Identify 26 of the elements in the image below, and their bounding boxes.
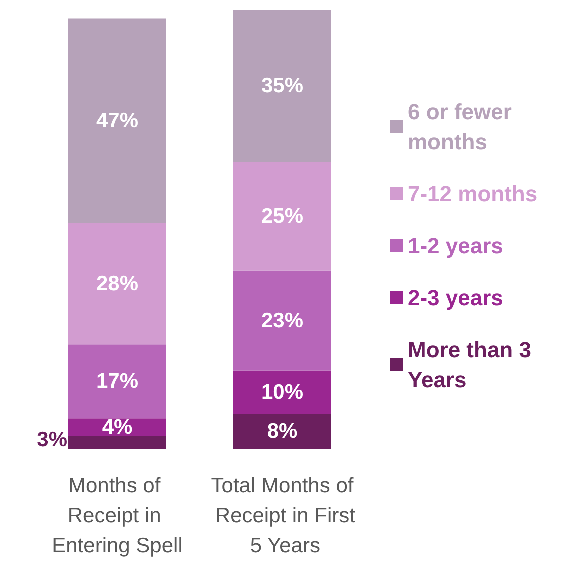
bar bbox=[234, 414, 332, 449]
x-tick-label: Months of Receipt in Entering Spell bbox=[52, 474, 183, 558]
x-tick-label: Total Months of Receipt in First 5 Years bbox=[210, 474, 356, 558]
data-label: 10% bbox=[261, 380, 304, 404]
bar bbox=[68, 344, 166, 419]
data-label: 35% bbox=[261, 74, 304, 98]
bar bbox=[234, 370, 332, 414]
data-label: 23% bbox=[261, 309, 304, 332]
data-label: 8% bbox=[267, 420, 298, 444]
data-label: 25% bbox=[261, 204, 304, 228]
data-label: 28% bbox=[96, 272, 139, 296]
bar bbox=[68, 436, 166, 449]
legend-label: 2-3 years bbox=[408, 286, 504, 310]
legend-label: More than 3 Years bbox=[408, 338, 538, 392]
data-label: 47% bbox=[96, 109, 139, 132]
legend-label: 6 or fewer months bbox=[408, 100, 518, 154]
bar bbox=[234, 162, 332, 271]
legend-label: 1-2 years bbox=[408, 234, 504, 258]
data-label: 3% bbox=[37, 428, 68, 452]
bar bbox=[234, 10, 332, 162]
bar bbox=[234, 270, 332, 371]
data-label: 4% bbox=[102, 416, 133, 439]
bar bbox=[68, 222, 166, 345]
bar bbox=[68, 18, 166, 223]
legend-label: 7-12 months bbox=[408, 182, 538, 206]
data-label: 17% bbox=[96, 370, 139, 394]
